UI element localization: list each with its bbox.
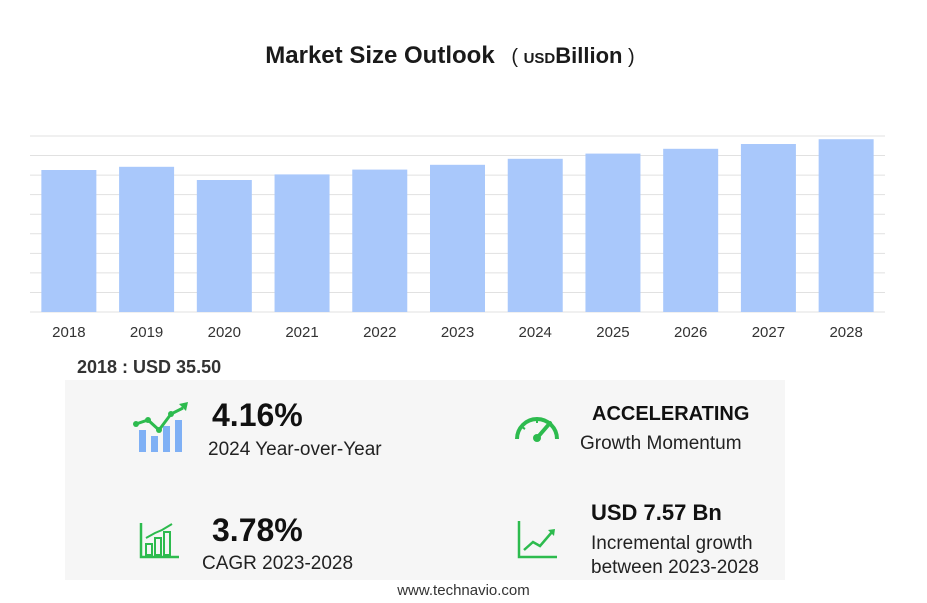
bar-2025 (585, 153, 641, 312)
bar-2021 (274, 174, 330, 312)
bar-2018 (41, 170, 97, 312)
yoy-label: 2024 Year-over-Year (208, 439, 382, 460)
x-tick-label: 2027 (752, 324, 785, 341)
momentum-label: Growth Momentum (580, 433, 742, 454)
chart-title: Market Size Outlook ( USDBillion ) (0, 42, 900, 70)
x-tick-label: 2023 (441, 324, 474, 341)
momentum-value: ACCELERATING (592, 403, 750, 425)
bar-2024 (507, 158, 563, 312)
chart-title-unit: ( USDBillion ) (511, 43, 635, 68)
bar-2027 (740, 144, 796, 312)
bar-chart: 2018 2019 2020 2021 2022 2023 2024 2025 2026 2027… (30, 135, 885, 341)
x-tick-label: 2026 (674, 324, 707, 341)
bar-2020 (196, 180, 252, 312)
bar-growth-icon (133, 402, 188, 452)
yoy-value: 4.16% (212, 397, 303, 433)
line-growth-icon (517, 521, 557, 559)
x-tick-label: 2022 (363, 324, 396, 341)
stats-panel (65, 380, 785, 580)
incremental-label-line1: Incremental growth (591, 533, 753, 554)
x-tick-label: 2021 (285, 324, 318, 341)
x-tick-label: 2020 (208, 324, 241, 341)
bar-2023 (430, 164, 485, 312)
bar-2019 (119, 166, 175, 312)
chart-title-main: Market Size Outlook (265, 42, 495, 69)
x-tick-label: 2028 (829, 324, 862, 341)
cagr-label: CAGR 2023-2028 (202, 553, 354, 574)
cagr-value: 3.78% (212, 512, 303, 548)
incremental-label-line2: between 2023-2028 (591, 557, 759, 578)
bar-2026 (663, 148, 719, 312)
source-footer: www.technavio.com (397, 582, 530, 599)
cagr-chart-icon (139, 523, 179, 559)
incremental-value: USD 7.57 Bn (591, 500, 722, 525)
base-year-value: 2018 : USD 35.50 (77, 357, 222, 377)
x-tick-label: 2024 (519, 324, 552, 341)
x-tick-label: 2019 (130, 324, 163, 341)
x-tick-label: 2025 (596, 324, 629, 341)
speedometer-icon (515, 417, 559, 442)
x-tick-label: 2018 (52, 324, 85, 341)
bar-2028 (818, 139, 874, 312)
bar-2022 (352, 169, 408, 312)
